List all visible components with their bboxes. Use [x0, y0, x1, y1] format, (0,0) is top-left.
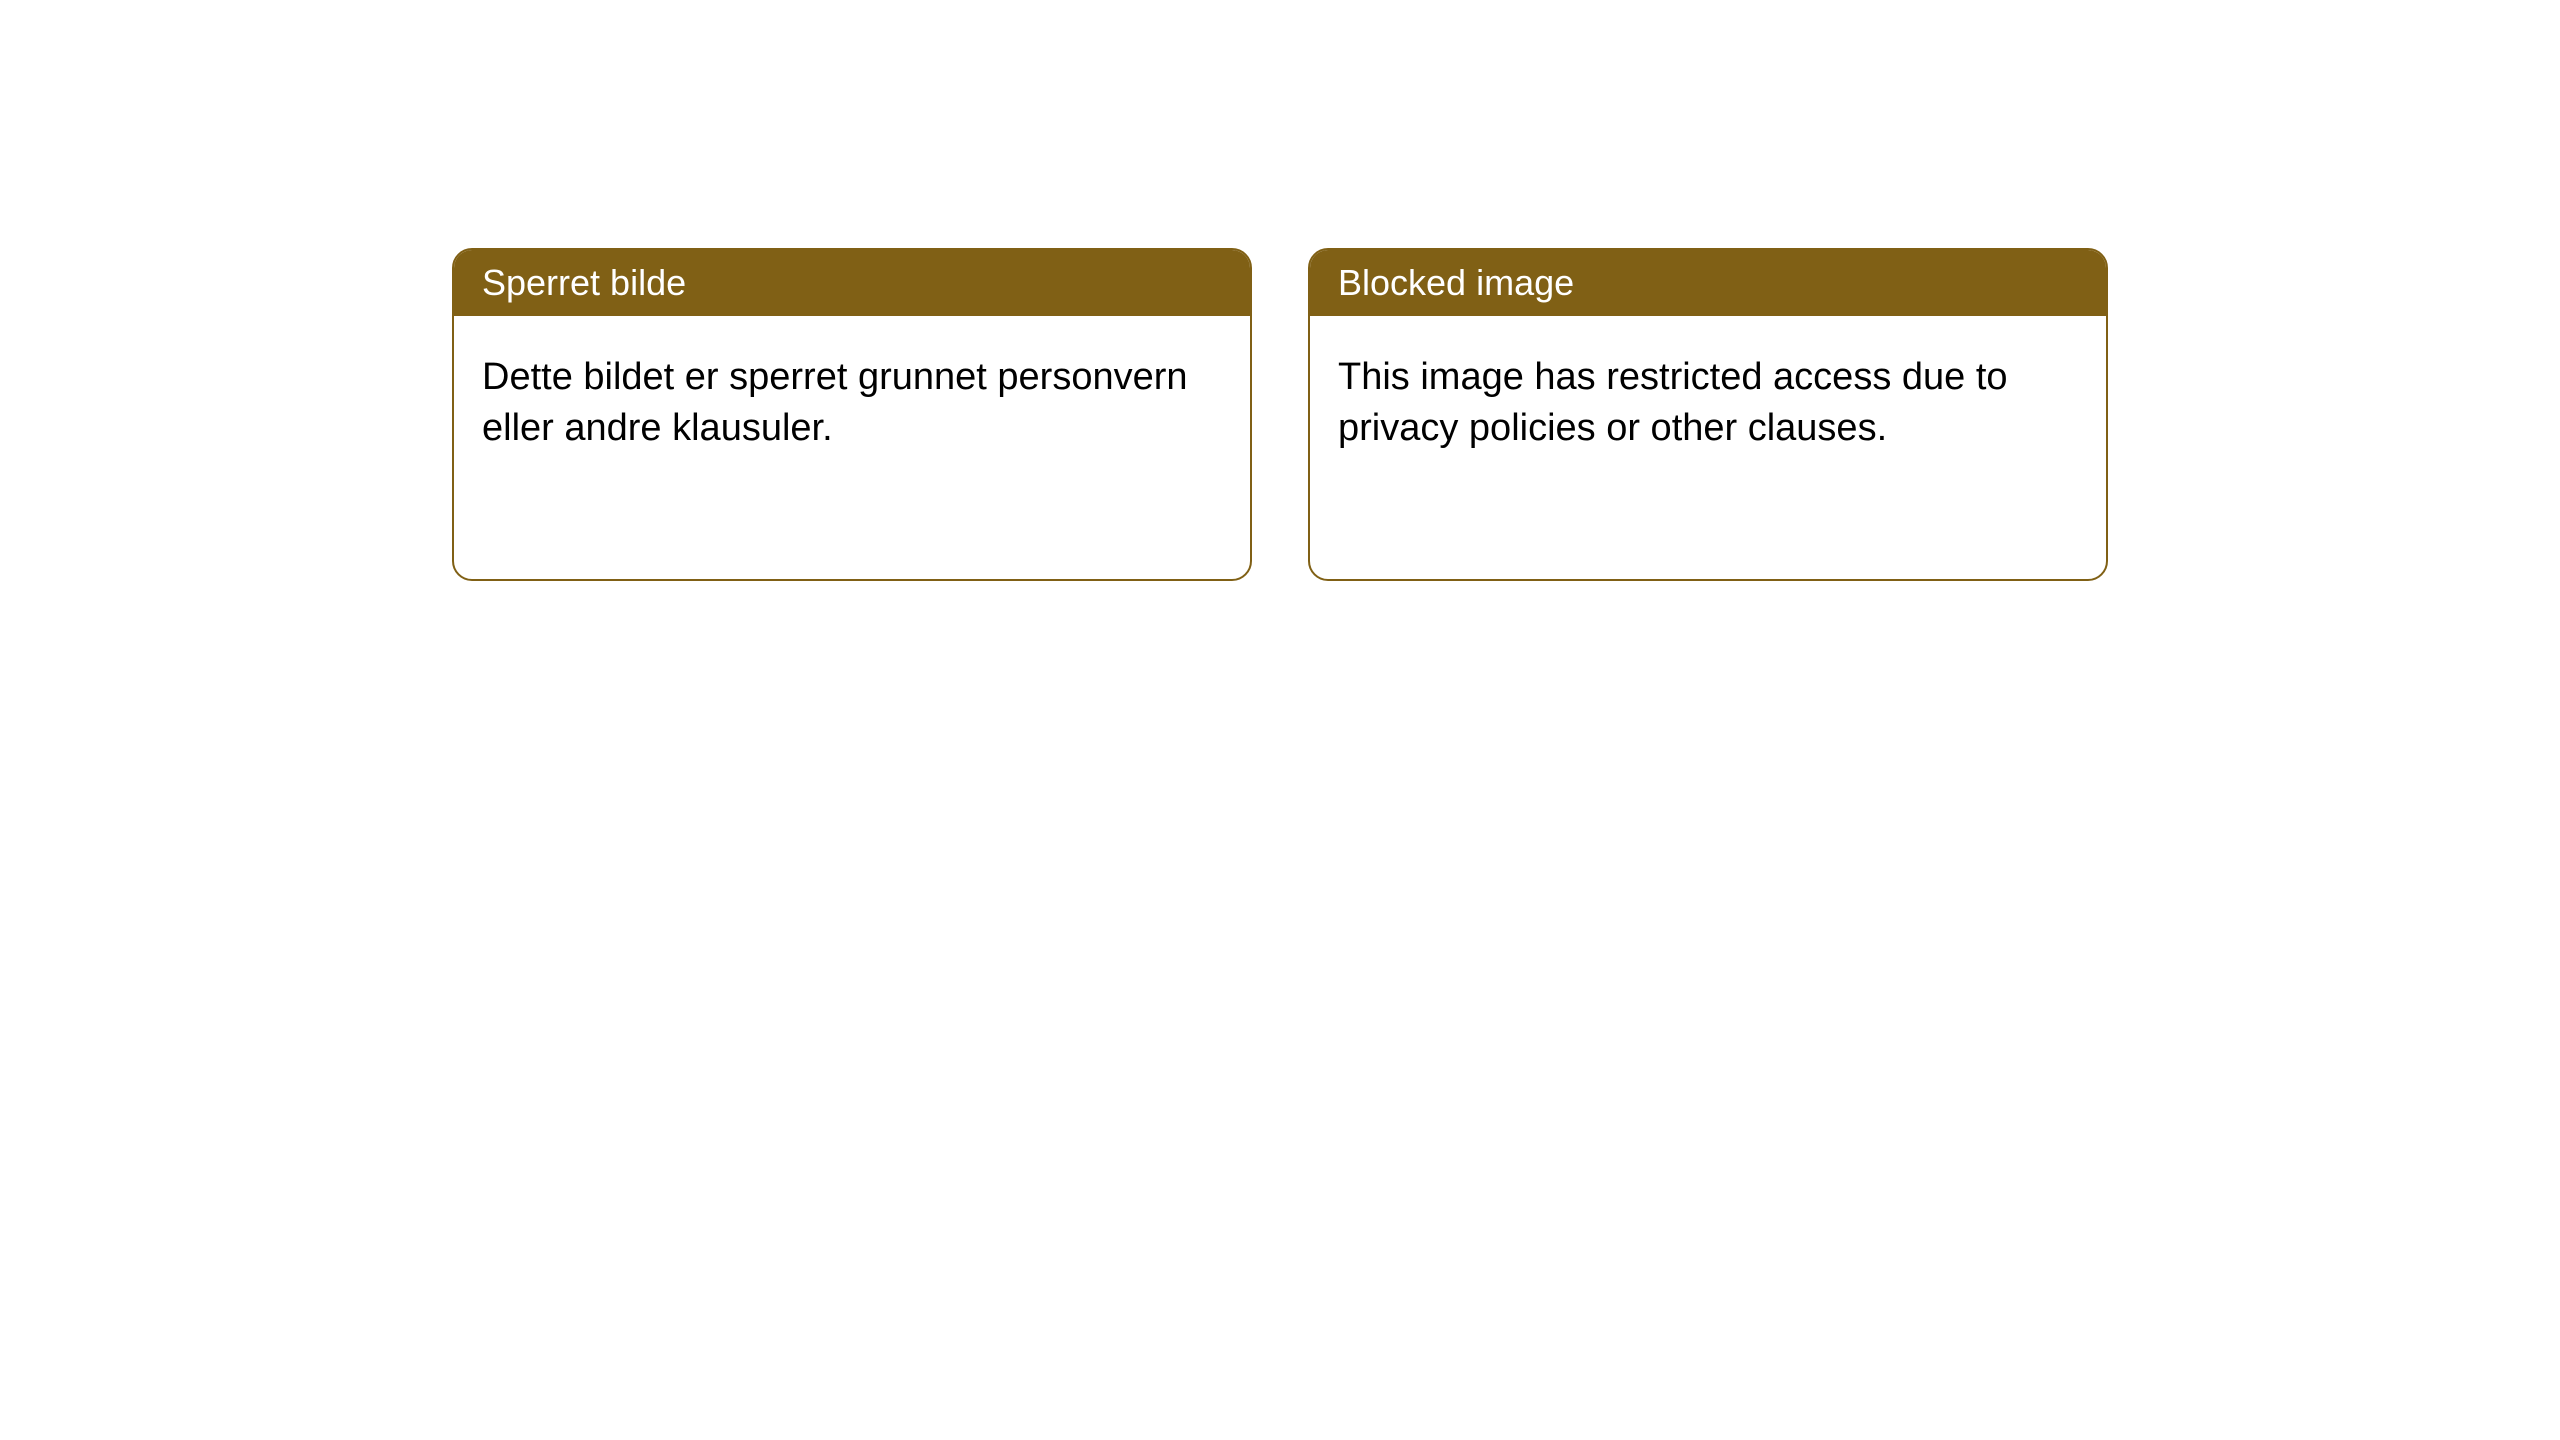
- card-header-english: Blocked image: [1310, 250, 2106, 316]
- card-title-norwegian: Sperret bilde: [482, 262, 686, 303]
- card-text-norwegian: Dette bildet er sperret grunnet personve…: [482, 356, 1188, 449]
- card-title-english: Blocked image: [1338, 262, 1574, 303]
- notice-card-english: Blocked image This image has restricted …: [1308, 248, 2108, 581]
- card-body-norwegian: Dette bildet er sperret grunnet personve…: [454, 316, 1250, 491]
- notice-container: Sperret bilde Dette bildet er sperret gr…: [452, 248, 2108, 581]
- card-body-english: This image has restricted access due to …: [1310, 316, 2106, 491]
- card-text-english: This image has restricted access due to …: [1338, 356, 2008, 449]
- notice-card-norwegian: Sperret bilde Dette bildet er sperret gr…: [452, 248, 1252, 581]
- card-header-norwegian: Sperret bilde: [454, 250, 1250, 316]
